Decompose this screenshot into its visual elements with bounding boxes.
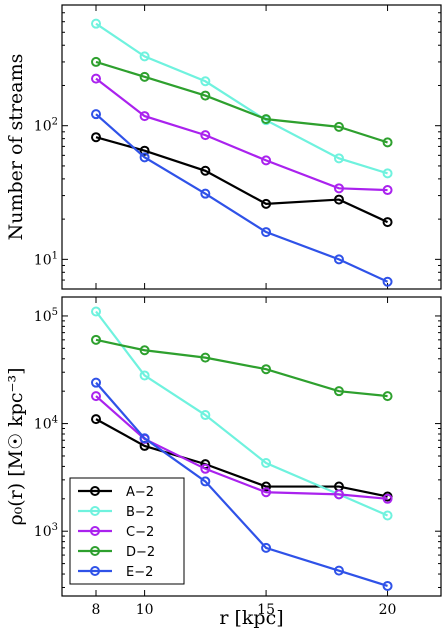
data-point	[333, 194, 344, 205]
data-point	[91, 132, 102, 143]
data-point	[382, 391, 393, 402]
y-tick-label: 105	[34, 307, 58, 325]
series-line	[95, 338, 388, 398]
legend: A−2 B−2 C−2 D−2 E−2	[69, 477, 185, 585]
data-point	[139, 152, 150, 163]
y-tick-label: 103	[34, 522, 58, 540]
series-line	[95, 381, 388, 587]
legend-swatch-marker	[90, 566, 100, 576]
data-point	[139, 71, 150, 82]
data-point	[139, 370, 150, 381]
data-point	[382, 276, 393, 287]
x-tick-label: 10	[136, 602, 154, 618]
data-point	[261, 198, 272, 209]
data-point	[200, 352, 211, 363]
data-point	[333, 183, 344, 194]
legend-swatch-marker	[90, 486, 100, 496]
series-line	[95, 77, 388, 192]
data-point	[139, 111, 150, 122]
data-point	[139, 145, 150, 156]
data-point	[200, 130, 211, 141]
data-point	[139, 433, 150, 444]
data-point	[91, 18, 102, 29]
data-point	[200, 76, 211, 87]
series-line	[95, 22, 388, 175]
y-tick-label: 104	[34, 415, 58, 433]
data-point	[382, 493, 393, 504]
data-point	[382, 510, 393, 521]
data-point	[261, 487, 272, 498]
series-line	[95, 60, 388, 144]
data-point	[91, 391, 102, 402]
data-point	[91, 109, 102, 120]
top-panel: 101 102 Number of streams	[5, 4, 442, 290]
data-point	[261, 227, 272, 238]
data-point	[91, 377, 102, 388]
data-point	[382, 580, 393, 591]
plot-frame	[61, 296, 442, 597]
data-point	[139, 51, 150, 62]
data-point	[91, 56, 102, 67]
data-point	[200, 165, 211, 176]
legend-swatch-marker	[90, 546, 100, 556]
data-point	[91, 414, 102, 425]
data-point	[91, 306, 102, 317]
data-point	[200, 410, 211, 421]
data-point	[261, 364, 272, 375]
data-point	[261, 458, 272, 469]
data-point	[261, 481, 272, 492]
data-point	[333, 386, 344, 397]
data-point	[91, 334, 102, 345]
data-point	[333, 565, 344, 576]
x-tick-label: 15	[257, 602, 275, 618]
data-point	[333, 121, 344, 132]
data-point	[200, 90, 211, 101]
data-point	[200, 463, 211, 474]
data-point	[382, 137, 393, 148]
legend-entry: E−2	[126, 565, 153, 580]
x-axis-label: r [kpc]	[219, 607, 283, 629]
data-point	[382, 217, 393, 228]
bottom-panel: 8 10 15 20 103 104 105 ρ₀(r) [M☉ kpc⁻³] r [kpc] A…	[5, 296, 442, 629]
legend-entry: B−2	[126, 505, 154, 520]
data-point	[333, 489, 344, 500]
y-axis-label: ρ₀(r) [M☉ kpc⁻³]	[5, 367, 27, 525]
x-tick-label: 20	[379, 602, 397, 618]
plot-frame	[61, 4, 442, 290]
series-line	[95, 395, 388, 500]
series-line	[95, 418, 388, 498]
data-point	[333, 254, 344, 265]
data-point	[261, 155, 272, 166]
series-line	[95, 310, 388, 517]
data-point	[261, 114, 272, 125]
legend-swatch-marker	[90, 526, 100, 536]
data-point	[261, 542, 272, 553]
series-line	[95, 136, 389, 224]
data-point	[333, 153, 344, 164]
data-point	[200, 476, 211, 487]
y-tick-label: 101	[34, 250, 58, 268]
legend-entry: C−2	[126, 525, 154, 540]
data-point	[200, 188, 211, 199]
x-tick-label: 8	[92, 602, 101, 618]
data-point	[382, 185, 393, 196]
legend-entry: A−2	[126, 485, 154, 500]
data-point	[91, 73, 102, 84]
y-axis-label: Number of streams	[5, 54, 27, 241]
data-point	[382, 168, 393, 179]
legend-entry: D−2	[126, 545, 155, 560]
y-tick-label: 102	[34, 117, 58, 135]
series-line	[95, 113, 389, 283]
legend-swatch-marker	[90, 506, 100, 516]
data-point	[139, 345, 150, 356]
